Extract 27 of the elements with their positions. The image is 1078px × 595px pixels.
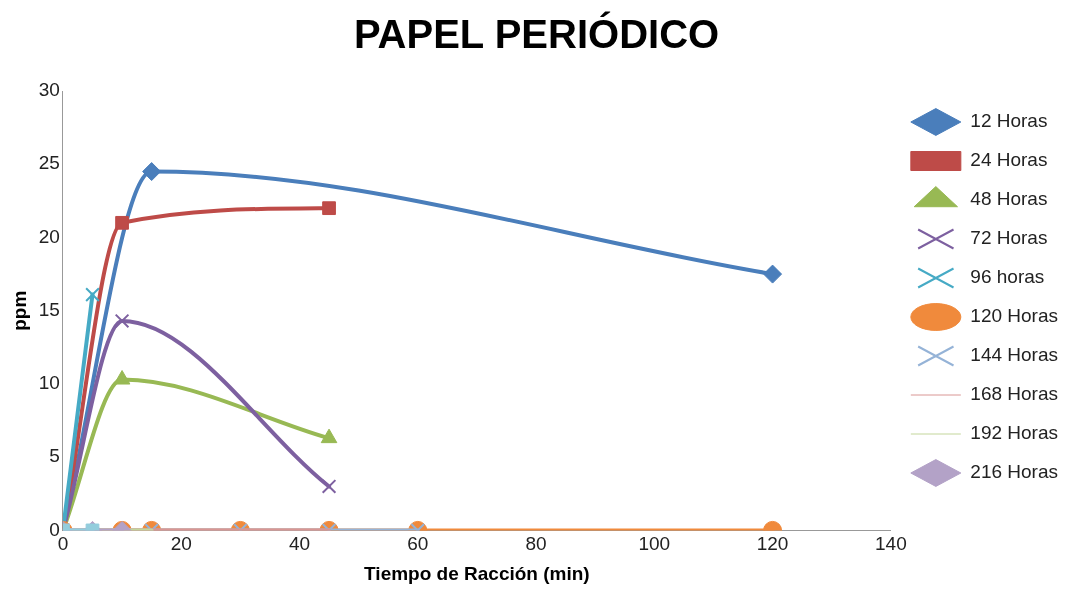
x-tick-label: 40 [288,533,311,555]
x-tick-label: 120 [756,533,789,555]
y-axis-title: ppm [8,290,30,331]
legend-label: 12 Horas [970,110,1048,132]
legend-label: 120 Horas [970,305,1059,327]
x-tick-label: 140 [874,533,907,555]
x-axis-title: Tiempo de Racción (min) [364,562,590,584]
y-tick-label: 10 [38,372,60,394]
legend-label: 144 Horas [970,344,1059,366]
legend-label: 48 Horas [970,188,1048,210]
legend-label: 192 Horas [970,422,1059,444]
x-tick-label: 80 [525,533,547,555]
y-tick-label: 30 [38,79,60,101]
legend-label: 168 Horas [970,383,1059,405]
y-tick-label: 15 [38,298,60,320]
x-tick-label: 100 [638,533,671,555]
x-tick-label: 20 [170,533,192,555]
legend-label: 96 horas [970,266,1045,288]
y-tick-label: 20 [38,225,60,247]
chart-title: PAPEL PERIÓDICO [353,11,720,57]
x-tick-label: 60 [407,533,429,555]
legend-label: 72 Horas [970,227,1048,249]
legend-label: 24 Horas [970,149,1048,171]
y-tick-label: 0 [49,518,60,540]
legend-label: 216 Horas [970,461,1059,483]
y-tick-label: 25 [38,152,60,174]
y-tick-label: 5 [49,445,60,467]
